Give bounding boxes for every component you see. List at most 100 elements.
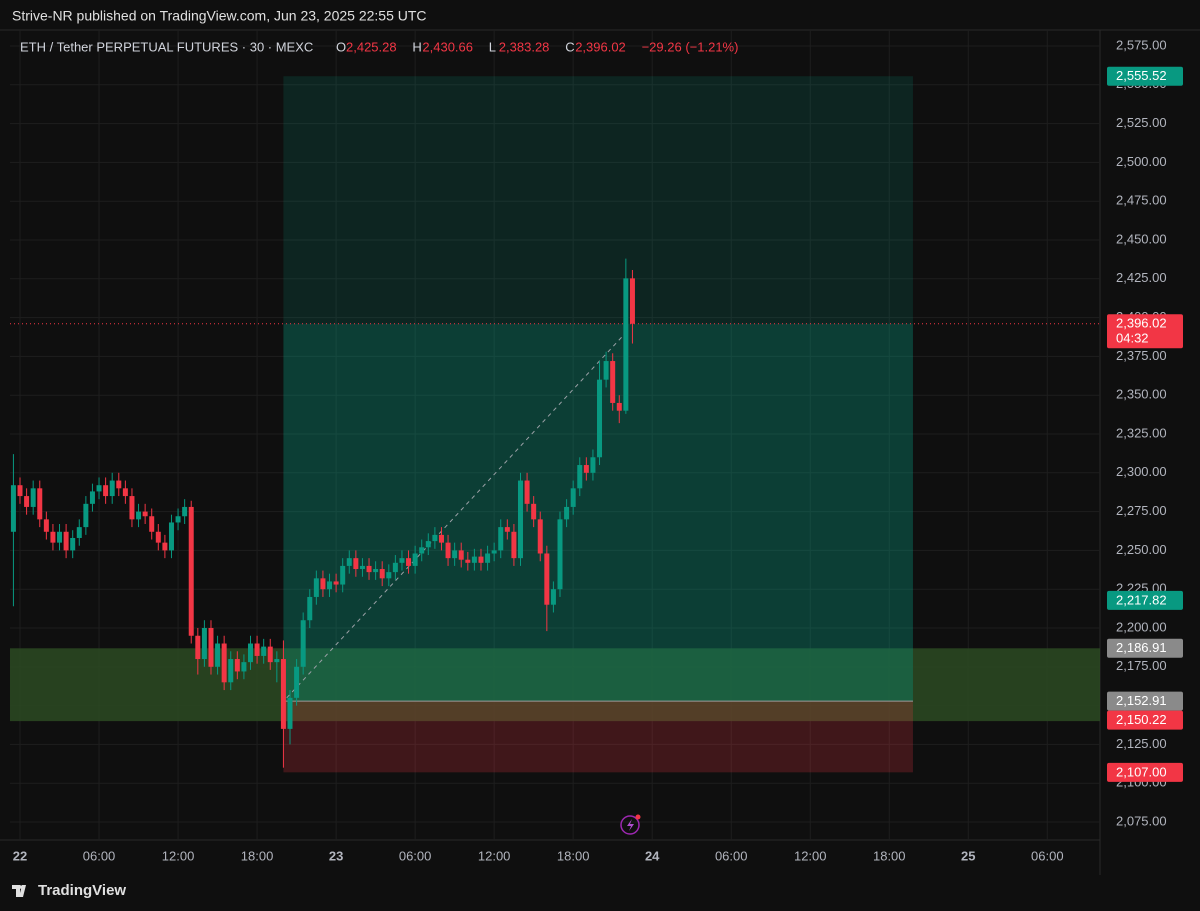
candle-body <box>392 562 398 573</box>
candle-body <box>603 361 609 380</box>
candle-body <box>333 581 339 585</box>
candle-body <box>359 565 365 570</box>
y-tick-label: 2,375.00 <box>1116 348 1167 363</box>
candle-body <box>24 496 30 507</box>
candle-body <box>320 578 326 590</box>
candle-body <box>241 662 247 672</box>
candle-body <box>610 361 616 403</box>
candle-body <box>313 578 319 597</box>
y-tick-label: 2,300.00 <box>1116 464 1167 479</box>
y-tick-label: 2,350.00 <box>1116 387 1167 402</box>
candle-body <box>96 485 102 492</box>
candle-body <box>17 485 23 497</box>
candle-body <box>452 550 458 559</box>
candle-body <box>149 516 155 532</box>
candle-body <box>379 569 385 579</box>
candle-body <box>122 488 128 497</box>
candle-body <box>188 506 194 636</box>
candle-body <box>234 659 240 672</box>
plot <box>10 30 1100 840</box>
legend: ETH / Tether PERPETUAL FUTURES · 30 · ME… <box>20 39 738 54</box>
candle-body <box>590 457 596 473</box>
x-tick-label: 06:00 <box>715 848 748 863</box>
legend-change: −29.26 (−1.21%) <box>642 39 739 54</box>
legend-value: 2,430.66 <box>422 39 473 54</box>
alert-dot <box>635 814 641 820</box>
x-tick-label: 25 <box>961 848 975 863</box>
candle-body <box>465 559 471 563</box>
price-label: 2,555.52 <box>1116 68 1167 83</box>
candle-body <box>83 503 89 528</box>
candle-body <box>76 527 82 538</box>
candle-body <box>254 643 260 656</box>
candle-body <box>162 542 168 551</box>
price-label-box <box>1107 710 1183 730</box>
y-tick-label: 2,200.00 <box>1116 619 1167 634</box>
candle-body <box>327 581 333 590</box>
y-tick-label: 2,275.00 <box>1116 503 1167 518</box>
candle-body <box>280 659 286 729</box>
candle-body <box>406 558 412 566</box>
candle-body <box>616 402 622 411</box>
price-label: 2,152.91 <box>1116 693 1167 708</box>
candle-body <box>504 527 510 532</box>
candle-body <box>373 569 379 573</box>
candle-body <box>564 506 570 520</box>
candle-body <box>386 572 392 579</box>
candle-body <box>63 531 69 551</box>
x-tick-label: 06:00 <box>1031 848 1064 863</box>
x-tick-label: 22 <box>13 848 27 863</box>
candle-body <box>432 534 438 542</box>
legend-key: L <box>489 39 496 54</box>
candle-body <box>623 278 629 411</box>
price-label-box <box>1107 66 1183 86</box>
alert-bolt <box>627 819 634 831</box>
price-label: 2,217.82 <box>1116 592 1167 607</box>
candle-body <box>550 589 556 605</box>
candle-body <box>399 558 405 563</box>
candle-body <box>201 627 207 660</box>
legend-value: 2,396.02 <box>575 39 626 54</box>
candle-body <box>274 659 280 663</box>
logo-dot <box>18 885 23 889</box>
price-label: 2,186.91 <box>1116 640 1167 655</box>
candle-body <box>557 519 563 590</box>
candle-body <box>531 503 537 520</box>
y-tick-label: 2,175.00 <box>1116 658 1167 673</box>
x-tick-label: 23 <box>329 848 343 863</box>
price-label-box <box>1107 762 1183 782</box>
x-tick-label: 18:00 <box>241 848 274 863</box>
price-label: 2,107.00 <box>1116 764 1167 779</box>
candle-body <box>478 556 484 563</box>
candle-body <box>419 547 425 554</box>
support-zone <box>10 648 1100 722</box>
candle-body <box>511 531 517 559</box>
symbol: ETH / Tether PERPETUAL FUTURES · 30 · ME… <box>20 39 313 54</box>
candle-body <box>300 620 306 667</box>
y-tick-label: 2,075.00 <box>1116 813 1167 828</box>
logo <box>12 885 26 897</box>
x-tick-label: 24 <box>645 848 660 863</box>
brand: TradingView <box>38 882 126 899</box>
candle-body <box>544 553 550 605</box>
candle-body <box>228 659 234 683</box>
y-tick-label: 2,325.00 <box>1116 425 1167 440</box>
price-label-box <box>1107 590 1183 610</box>
x-tick-label: 06:00 <box>399 848 432 863</box>
price-label: 2,150.22 <box>1116 712 1167 727</box>
candle-body <box>340 565 346 585</box>
y-tick-label: 2,125.00 <box>1116 736 1167 751</box>
trend-line <box>286 335 623 699</box>
candle-body <box>70 537 76 551</box>
legend-value: 2,425.28 <box>346 39 397 54</box>
x-tick-label: 18:00 <box>557 848 590 863</box>
x-tick-label: 06:00 <box>83 848 116 863</box>
x-tick-label: 18:00 <box>873 848 906 863</box>
candle-body <box>577 465 583 489</box>
legend-value: 2,383.28 <box>499 39 550 54</box>
price-label-box <box>1107 691 1183 711</box>
candle-body <box>485 553 491 563</box>
candle-body <box>438 534 444 543</box>
candle-body <box>583 465 589 473</box>
